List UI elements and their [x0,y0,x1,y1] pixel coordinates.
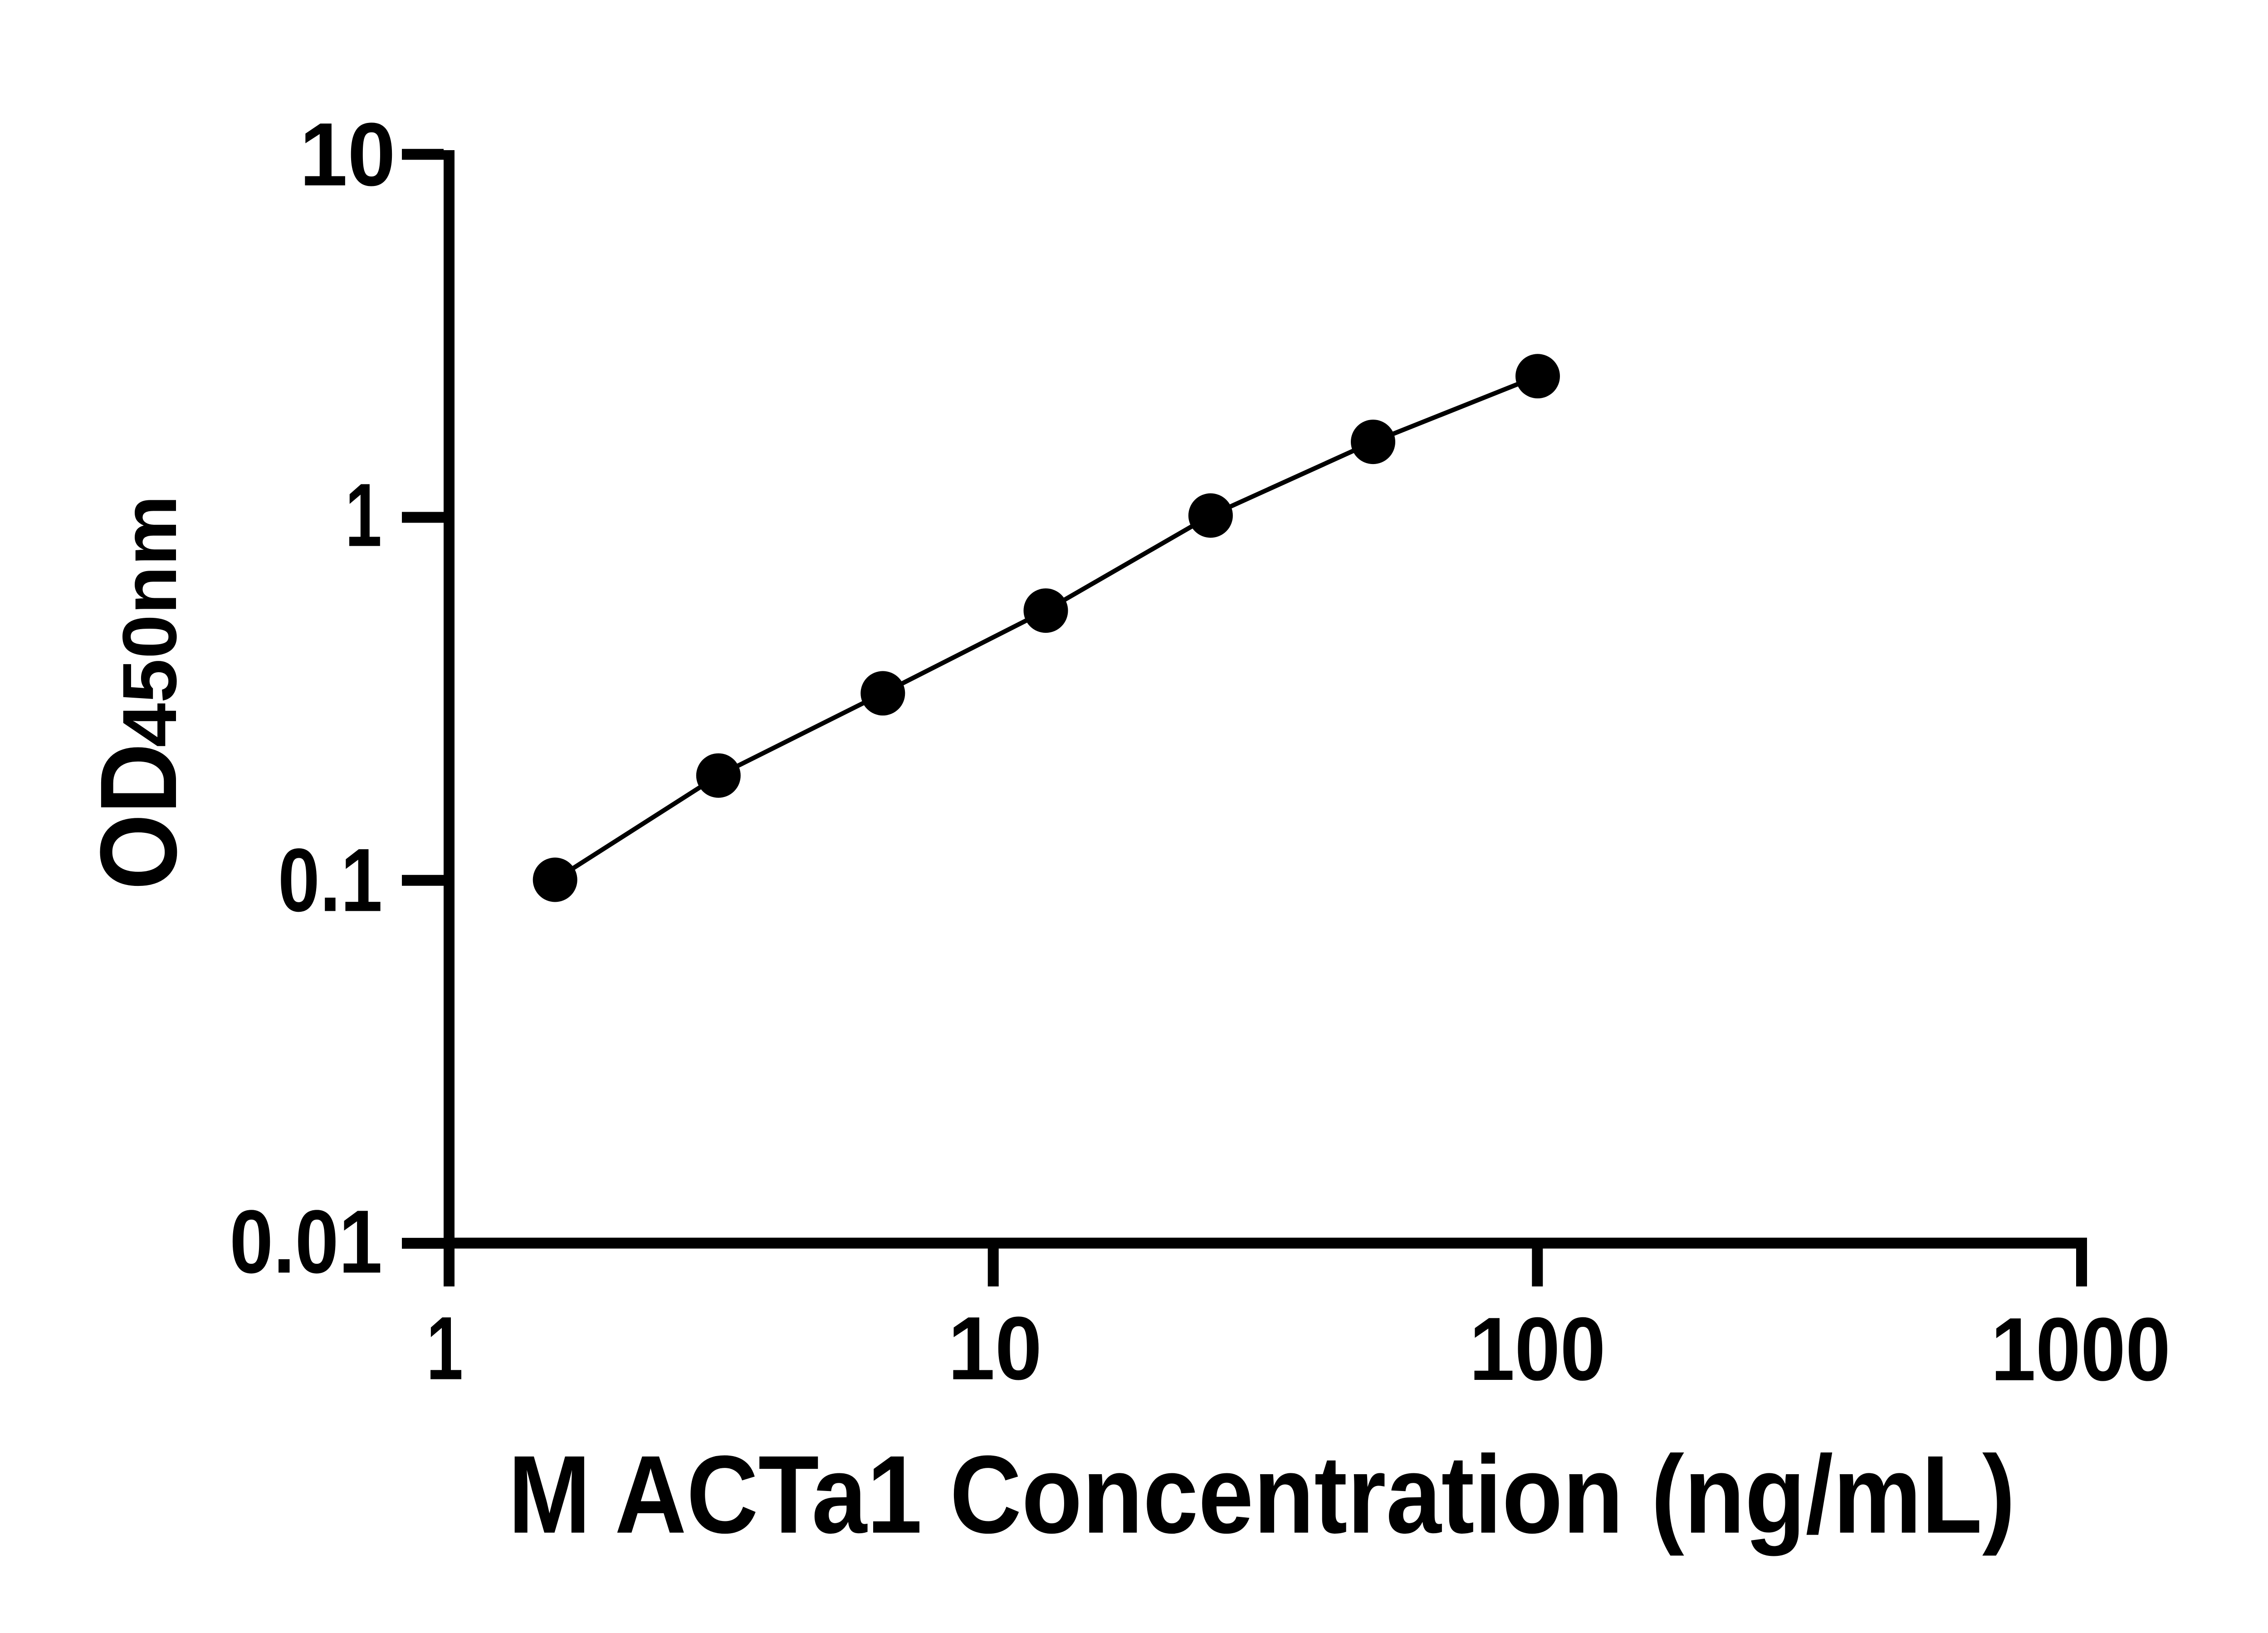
svg-text:1: 1 [426,1298,463,1398]
svg-text:1: 1 [345,465,382,565]
svg-text:450nm: 450nm [107,495,192,748]
svg-text:M ACTa1 Concentration (ng/mL): M ACTa1 Concentration (ng/mL) [508,1433,2015,1556]
svg-text:1000: 1000 [1991,1299,2170,1399]
svg-text:0.1: 0.1 [278,830,382,930]
svg-text:OD: OD [78,743,199,890]
svg-text:0.01: 0.01 [230,1192,382,1292]
svg-text:10: 10 [948,1298,1042,1398]
svg-text:10: 10 [299,104,396,205]
svg-text:100: 100 [1469,1299,1606,1399]
